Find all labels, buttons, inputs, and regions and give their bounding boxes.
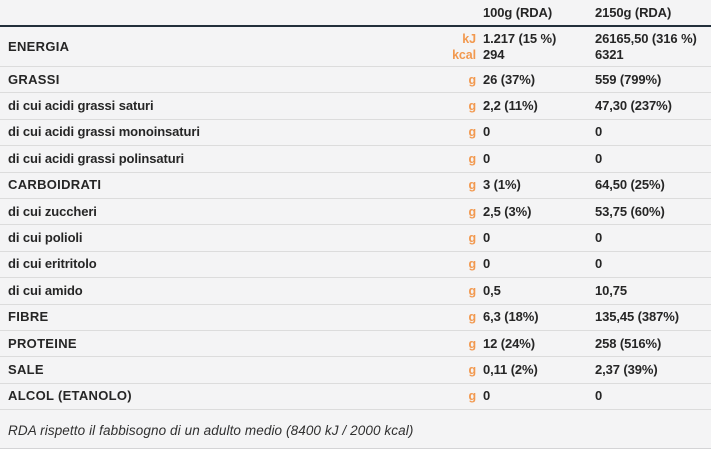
row-zuccheri: di cui zuccheri g 2,5 (3%) 53,75 (60%): [0, 199, 711, 226]
value-2150g: 0: [595, 230, 603, 246]
table-header-row: 100g (RDA) 2150g (RDA): [0, 0, 711, 27]
nutrient-label: FIBRE: [8, 309, 49, 325]
nutrient-label: di cui acidi grassi polinsaturi: [8, 150, 185, 166]
energy-kcal-2150g: 6321: [595, 46, 624, 62]
value-100g: 0: [483, 388, 491, 404]
unit-label: g: [468, 362, 476, 377]
unit-label: g: [468, 257, 476, 272]
value-2150g: 0: [595, 124, 603, 140]
value-100g: 2,2 (11%): [483, 98, 538, 114]
value-2150g: 64,50 (25%): [595, 177, 665, 193]
energy-kcal-100g: 294: [483, 46, 505, 62]
value-100g: 0: [483, 256, 491, 272]
unit-label: g: [468, 336, 476, 351]
value-2150g: 0: [595, 388, 603, 404]
value-100g: 0: [483, 124, 491, 140]
unit-label: g: [468, 231, 476, 246]
nutrient-label: PROTEINE: [8, 335, 77, 351]
value-100g: 0,11 (2%): [483, 361, 538, 377]
nutrient-label: CARBOIDRATI: [8, 177, 102, 193]
column-header-2150g: 2150g (RDA): [595, 4, 672, 20]
unit-kj-label: kJ: [462, 31, 476, 46]
row-acidi-grassi-saturi: di cui acidi grassi saturi g 2,2 (11%) 4…: [0, 93, 711, 120]
unit-label: g: [468, 125, 476, 140]
row-eritritolo: di cui eritritolo g 0 0: [0, 252, 711, 279]
energy-kj-2150g: 26165,50 (316 %): [595, 30, 697, 46]
nutrient-label: GRASSI: [8, 71, 60, 87]
value-100g: 12 (24%): [483, 335, 535, 351]
value-2150g: 10,75: [595, 282, 628, 298]
value-100g: 0: [483, 230, 491, 246]
nutrient-label: di cui acidi grassi saturi: [8, 98, 154, 114]
nutrient-label: di cui acidi grassi monoinsaturi: [8, 124, 200, 140]
value-2150g: 2,37 (39%): [595, 361, 658, 377]
row-grassi: GRASSI g 26 (37%) 559 (799%): [0, 67, 711, 94]
row-energia: ENERGIA kJ kcal 1.217 (15 %) 294 26165,5…: [0, 27, 711, 67]
nutrient-label: di cui polioli: [8, 230, 83, 246]
unit-label: g: [468, 204, 476, 219]
value-2150g: 47,30 (237%): [595, 98, 672, 114]
value-2150g: 559 (799%): [595, 71, 662, 87]
value-100g: 0: [483, 150, 491, 166]
nutrient-label: ENERGIA: [8, 38, 70, 54]
value-2150g: 135,45 (387%): [595, 309, 679, 325]
column-header-100g: 100g (RDA): [483, 4, 553, 20]
nutrient-label: di cui eritritolo: [8, 256, 97, 272]
value-2150g: 53,75 (60%): [595, 203, 665, 219]
value-100g: 1.217 (15 %) 294: [483, 31, 595, 63]
row-sale: SALE g 0,11 (2%) 2,37 (39%): [0, 357, 711, 384]
row-amido: di cui amido g 0,5 10,75: [0, 278, 711, 305]
value-100g: 0,5: [483, 282, 501, 298]
energy-kj-100g: 1.217 (15 %): [483, 30, 557, 46]
value-100g: 3 (1%): [483, 177, 521, 193]
unit-label: g: [468, 72, 476, 87]
row-acidi-grassi-polinsaturi: di cui acidi grassi polinsaturi g 0 0: [0, 146, 711, 173]
nutrition-table: 100g (RDA) 2150g (RDA) ENERGIA kJ kcal 1…: [0, 0, 711, 439]
row-polioli: di cui polioli g 0 0: [0, 225, 711, 252]
rda-footnote: RDA rispetto il fabbisogno di un adulto …: [8, 423, 414, 439]
value-2150g: 258 (516%): [595, 335, 662, 351]
row-carboidrati: CARBOIDRATI g 3 (1%) 64,50 (25%): [0, 173, 711, 199]
value-2150g: 0: [595, 150, 603, 166]
value-2150g: 26165,50 (316 %) 6321: [595, 31, 711, 63]
unit-label: g: [468, 310, 476, 325]
row-proteine: PROTEINE g 12 (24%) 258 (516%): [0, 331, 711, 358]
nutrient-label: di cui zuccheri: [8, 203, 97, 219]
row-acidi-grassi-monoinsaturi: di cui acidi grassi monoinsaturi g 0 0: [0, 120, 711, 147]
unit-kcal-label: kcal: [452, 47, 476, 62]
value-100g: 2,5 (3%): [483, 203, 532, 219]
value-2150g: 0: [595, 256, 603, 272]
nutrient-label: di cui amido: [8, 282, 83, 298]
value-100g: 6,3 (18%): [483, 309, 539, 325]
nutrient-label: SALE: [8, 361, 44, 377]
unit-label: g: [468, 99, 476, 114]
row-alcol-etanolo: ALCOL (ETANOLO) g 0 0: [0, 384, 711, 411]
unit-label: g: [468, 389, 476, 404]
unit-label: kJ kcal: [439, 31, 483, 63]
nutrient-label: ALCOL (ETANOLO): [8, 388, 132, 404]
unit-label: g: [468, 283, 476, 298]
row-fibre: FIBRE g 6,3 (18%) 135,45 (387%): [0, 305, 711, 331]
unit-label: g: [468, 151, 476, 166]
unit-label: g: [468, 178, 476, 193]
value-100g: 26 (37%): [483, 71, 535, 87]
